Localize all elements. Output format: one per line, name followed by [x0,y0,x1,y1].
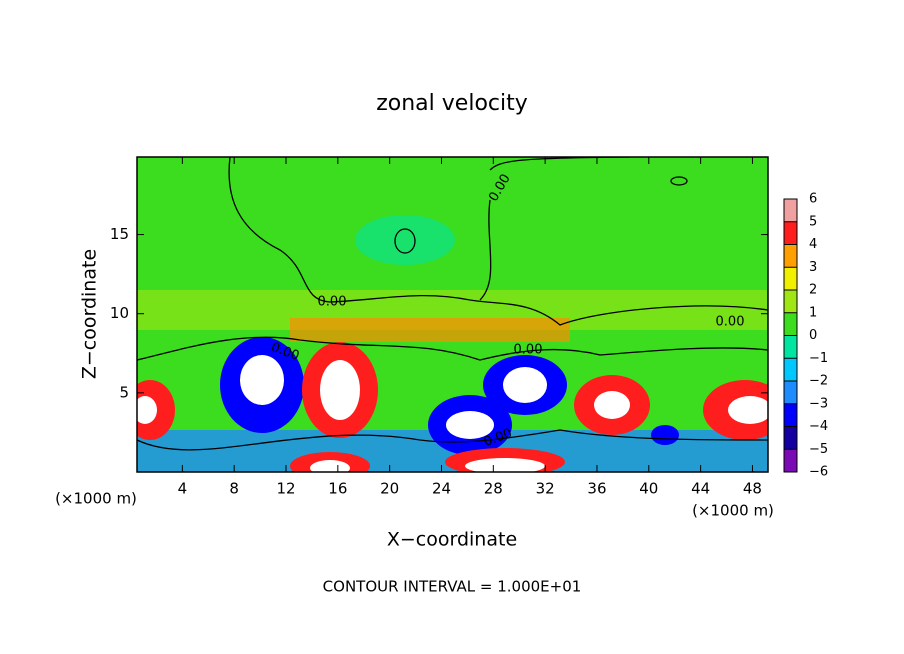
x-tick-label: 4 [178,480,188,498]
chart-title: zonal velocity [376,91,528,116]
colorbar-band [784,449,797,472]
colorbar-tick-label: 5 [809,214,817,229]
x-unit-left: (×1000 m) [55,490,137,508]
colorbar-tick-label: −4 [809,419,828,434]
colorbar-band [784,312,797,336]
colorbar-tick-label: 0 [809,328,817,343]
y-tick-label: 15 [110,225,129,243]
plot-frame [136,156,769,473]
colorbar-band [784,403,797,427]
x-tick-label: 36 [587,480,606,498]
y-tick-label: 5 [119,383,129,401]
colorbar-band [784,199,797,222]
contour-label: 0.00 [514,343,543,358]
colorbar-tick-label: 1 [809,305,817,320]
x-tick-label: 48 [743,480,762,498]
x-tick-label: 12 [276,480,295,498]
field-blobs [137,215,768,472]
x-tick-label: 8 [229,480,239,498]
colorbar-band [784,426,797,450]
y-tick-label: 10 [110,304,129,322]
colorbar-band [784,290,797,313]
field: 0.000.000.000.00 0.000.00 [137,157,768,472]
footer: CONTOUR INTERVAL = 1.000E+01 [323,578,582,596]
x-tick-label: 40 [639,480,658,498]
colorbar-tick-label: 2 [809,283,817,298]
x-tick-label: 16 [328,480,347,498]
contour-label: 0.00 [716,315,745,330]
colorbar-tick-label: −6 [809,465,828,480]
x-tick-label: 24 [432,480,451,498]
field-band [290,318,570,342]
colorbar-tick-label: −3 [809,396,828,411]
x-tick-label: 44 [691,480,710,498]
x-tick-label: 28 [484,480,503,498]
colorbar-band [784,267,797,290]
x-tick-label: 32 [536,480,555,498]
x-axis-label: X−coordinate [387,529,517,551]
colorbar-band [784,335,797,359]
colorbar-band [784,244,797,268]
colorbar-tick-label: −1 [809,351,828,366]
colorbar-tick-label: 6 [809,192,817,207]
colorbar-band [784,221,797,245]
contour-label: 0.00 [318,295,347,310]
contour-lines [137,157,768,451]
colorbar-tick-label: 3 [809,260,817,275]
x-tick-label: 20 [380,480,399,498]
colorbar-band [784,358,797,381]
colorbar-tick-label: 4 [809,237,817,252]
y-axis-label: Z−coordinate [79,249,101,379]
x-unit-right: (×1000 m) [692,502,774,520]
colorbar-tick-label: −5 [809,442,828,457]
colorbar-band [784,381,797,404]
colorbar-tick-label: −2 [809,374,828,389]
